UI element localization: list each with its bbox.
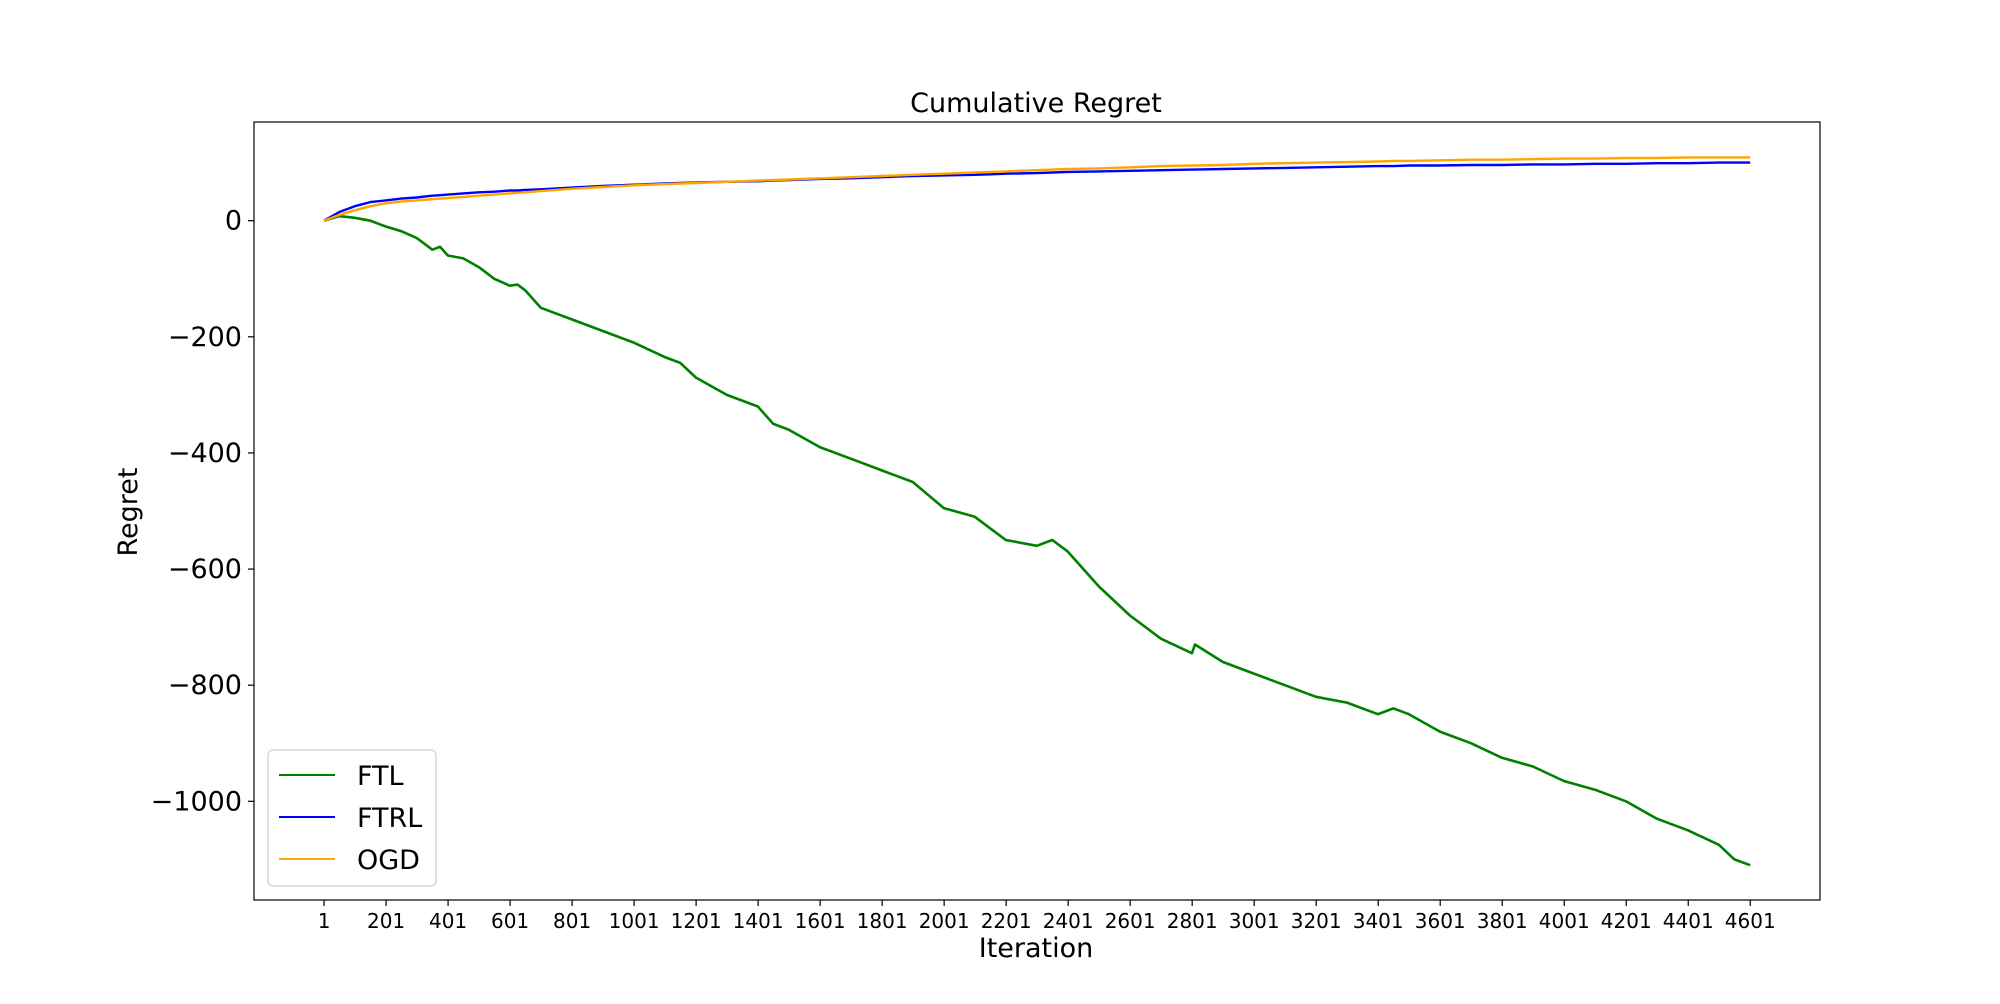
x-tick-label: 1201 xyxy=(671,909,722,933)
x-tick-label: 201 xyxy=(367,909,405,933)
x-tick-label: 4201 xyxy=(1601,909,1652,933)
x-tick-label: 3601 xyxy=(1415,909,1466,933)
x-axis: 1 201 401 601 801 1001 1201 1401 1601 1801 2001 220… xyxy=(318,900,1776,933)
legend-label-ftrl: FTRL xyxy=(357,803,422,834)
x-tick-label: 3401 xyxy=(1353,909,1404,933)
x-tick-label: 1801 xyxy=(857,909,908,933)
y-tick-label: −400 xyxy=(168,438,242,469)
x-axis-title: Iteration xyxy=(979,933,1094,964)
series-line-ftrl xyxy=(323,161,1751,222)
x-tick-label: 4001 xyxy=(1539,909,1590,933)
x-tick-label: 2601 xyxy=(1105,909,1156,933)
series-line-ogd xyxy=(323,156,1751,222)
x-tick-label: 401 xyxy=(429,909,467,933)
y-tick-label: −800 xyxy=(168,670,242,701)
x-tick-label: 3801 xyxy=(1477,909,1528,933)
x-tick-label: 2801 xyxy=(1167,909,1218,933)
y-axis-title: Regret xyxy=(113,467,144,556)
legend: FTL FTRL OGD xyxy=(267,749,437,887)
y-tick-label: 0 xyxy=(225,206,242,237)
x-tick-label: 4601 xyxy=(1725,909,1776,933)
x-tick-label: 2401 xyxy=(1043,909,1094,933)
series-line-ftl xyxy=(323,214,1751,867)
chart-title: Cumulative Regret xyxy=(910,88,1162,119)
y-tick-label: −1000 xyxy=(151,786,242,817)
x-tick-label: 3201 xyxy=(1291,909,1342,933)
plot-frame xyxy=(253,121,1821,901)
y-tick-label: −600 xyxy=(168,554,242,585)
legend-label-ftl: FTL xyxy=(357,761,404,792)
y-axis: 0 −200 −400 −600 −800 −1000 xyxy=(151,206,254,817)
x-tick-label: 801 xyxy=(553,909,591,933)
x-tick-label: 3001 xyxy=(1229,909,1280,933)
legend-box xyxy=(267,749,437,887)
legend-label-ogd: OGD xyxy=(357,845,420,876)
y-tick-label: −200 xyxy=(168,322,242,353)
x-tick-label: 2001 xyxy=(919,909,970,933)
x-tick-label: 2201 xyxy=(981,909,1032,933)
x-tick-label: 1401 xyxy=(733,909,784,933)
plot-area xyxy=(323,156,1751,867)
x-tick-label: 1001 xyxy=(609,909,660,933)
x-tick-label: 1 xyxy=(318,909,331,933)
x-tick-label: 601 xyxy=(491,909,529,933)
x-tick-label: 1601 xyxy=(795,909,846,933)
x-tick-label: 4401 xyxy=(1663,909,1714,933)
